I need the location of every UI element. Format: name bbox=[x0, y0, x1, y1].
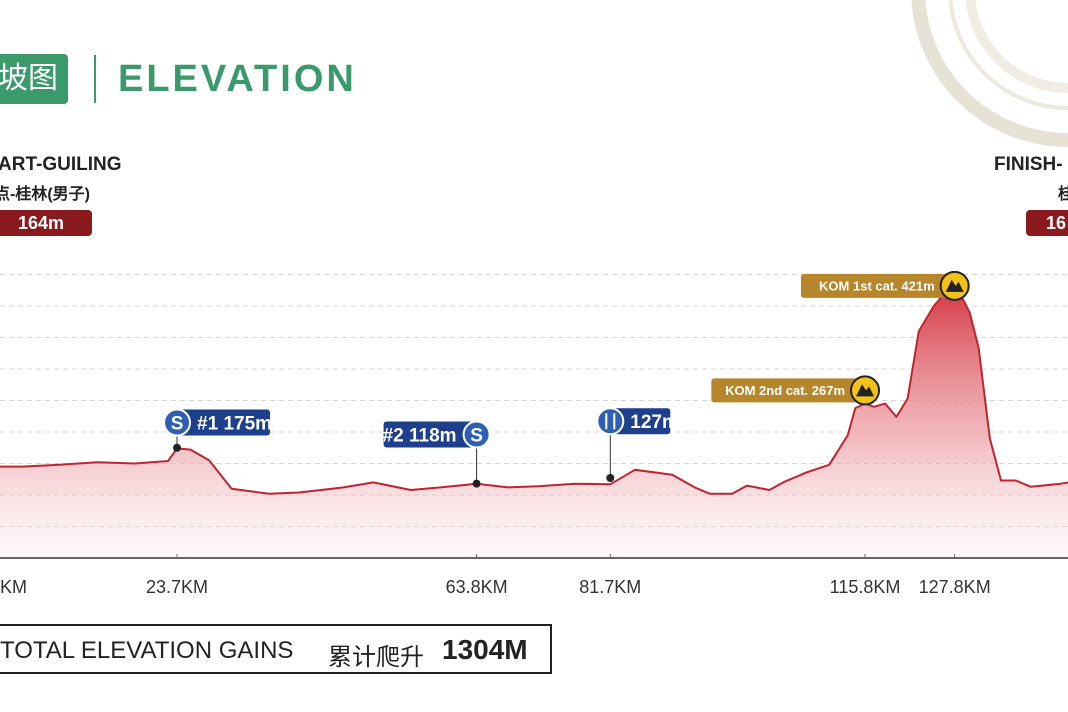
gains-label-cn: 累计爬升 bbox=[328, 644, 424, 671]
gains-label: TOTAL ELEVATION GAINS bbox=[0, 637, 294, 664]
marker-dot bbox=[606, 473, 615, 482]
sprint-icon-circle bbox=[163, 408, 192, 437]
total-elevation-gains-box: TOTAL ELEVATION GAINS 累计爬升 1304M bbox=[0, 624, 552, 674]
feed-zone-icon bbox=[596, 407, 625, 436]
kom-icon-peaks bbox=[945, 279, 964, 292]
kom-label-tag bbox=[711, 378, 866, 403]
marker-label: #1 175m bbox=[197, 413, 272, 434]
start-name-cn: 点-桂林(男子) bbox=[0, 186, 90, 203]
marker-dot bbox=[472, 479, 481, 488]
marker-dot bbox=[173, 443, 182, 452]
gains-value: 1304M bbox=[442, 634, 528, 665]
title-en: ELEVATION bbox=[118, 58, 357, 100]
elevation-line bbox=[0, 289, 1068, 495]
finish-elevation-badge: 16 bbox=[1026, 210, 1068, 236]
feed-icon-circle bbox=[596, 407, 625, 436]
finish-elevation: 16 bbox=[1046, 213, 1067, 233]
mountain-icon bbox=[850, 375, 881, 406]
title-cn-badge: 坡图 bbox=[0, 54, 68, 104]
mountain-icon bbox=[939, 270, 970, 301]
start-name: ART-GUILING bbox=[0, 154, 122, 175]
marker-label: #2 118m bbox=[383, 425, 457, 446]
x-tick-label: 127.8KM bbox=[919, 577, 991, 597]
x-tick-label: 23.7KM bbox=[146, 577, 208, 597]
marker-label: KOM 1st cat. 421m bbox=[819, 279, 935, 294]
finish-name-cn: 桂 bbox=[1058, 186, 1068, 203]
sprint-icon: S bbox=[163, 408, 192, 437]
marker-label-tag bbox=[610, 408, 671, 435]
markers-layer: #1 175m S #2 118m S 127m KOM 2nd cat. 267m KOM… bbox=[163, 270, 970, 488]
title-cn: 坡图 bbox=[0, 62, 58, 95]
x-tick-label: 63.8KM bbox=[446, 577, 508, 597]
start-elevation-badge: 164m bbox=[0, 210, 92, 236]
marker-label-tag bbox=[177, 409, 271, 436]
sprint-icon-letter: S bbox=[171, 414, 184, 435]
profile-area-layer bbox=[0, 289, 1068, 558]
sprint-icon-circle bbox=[462, 420, 491, 449]
elevation-area bbox=[0, 290, 1068, 558]
sprint-icon: S bbox=[462, 420, 491, 449]
sprint-icon-letter: S bbox=[470, 426, 483, 447]
marker-label-tag bbox=[383, 421, 477, 448]
x-tick-label: KM bbox=[0, 577, 27, 597]
kom-icon-peaks bbox=[856, 384, 875, 397]
marker-label: KOM 2nd cat. 267m bbox=[725, 383, 845, 398]
kom-label-tag bbox=[800, 273, 955, 298]
x-tick-label: 115.8KM bbox=[830, 577, 901, 597]
marker-label: 127m bbox=[630, 412, 679, 433]
finish-name: FINISH- bbox=[994, 154, 1063, 175]
x-tick-label: 81.7KM bbox=[579, 577, 641, 597]
elevation-chart: KM23.7KM63.8KM81.7KM115.8KM127.8KM150.3 … bbox=[0, 270, 1068, 597]
start-elevation: 164m bbox=[17, 213, 65, 233]
title-divider bbox=[94, 55, 96, 103]
